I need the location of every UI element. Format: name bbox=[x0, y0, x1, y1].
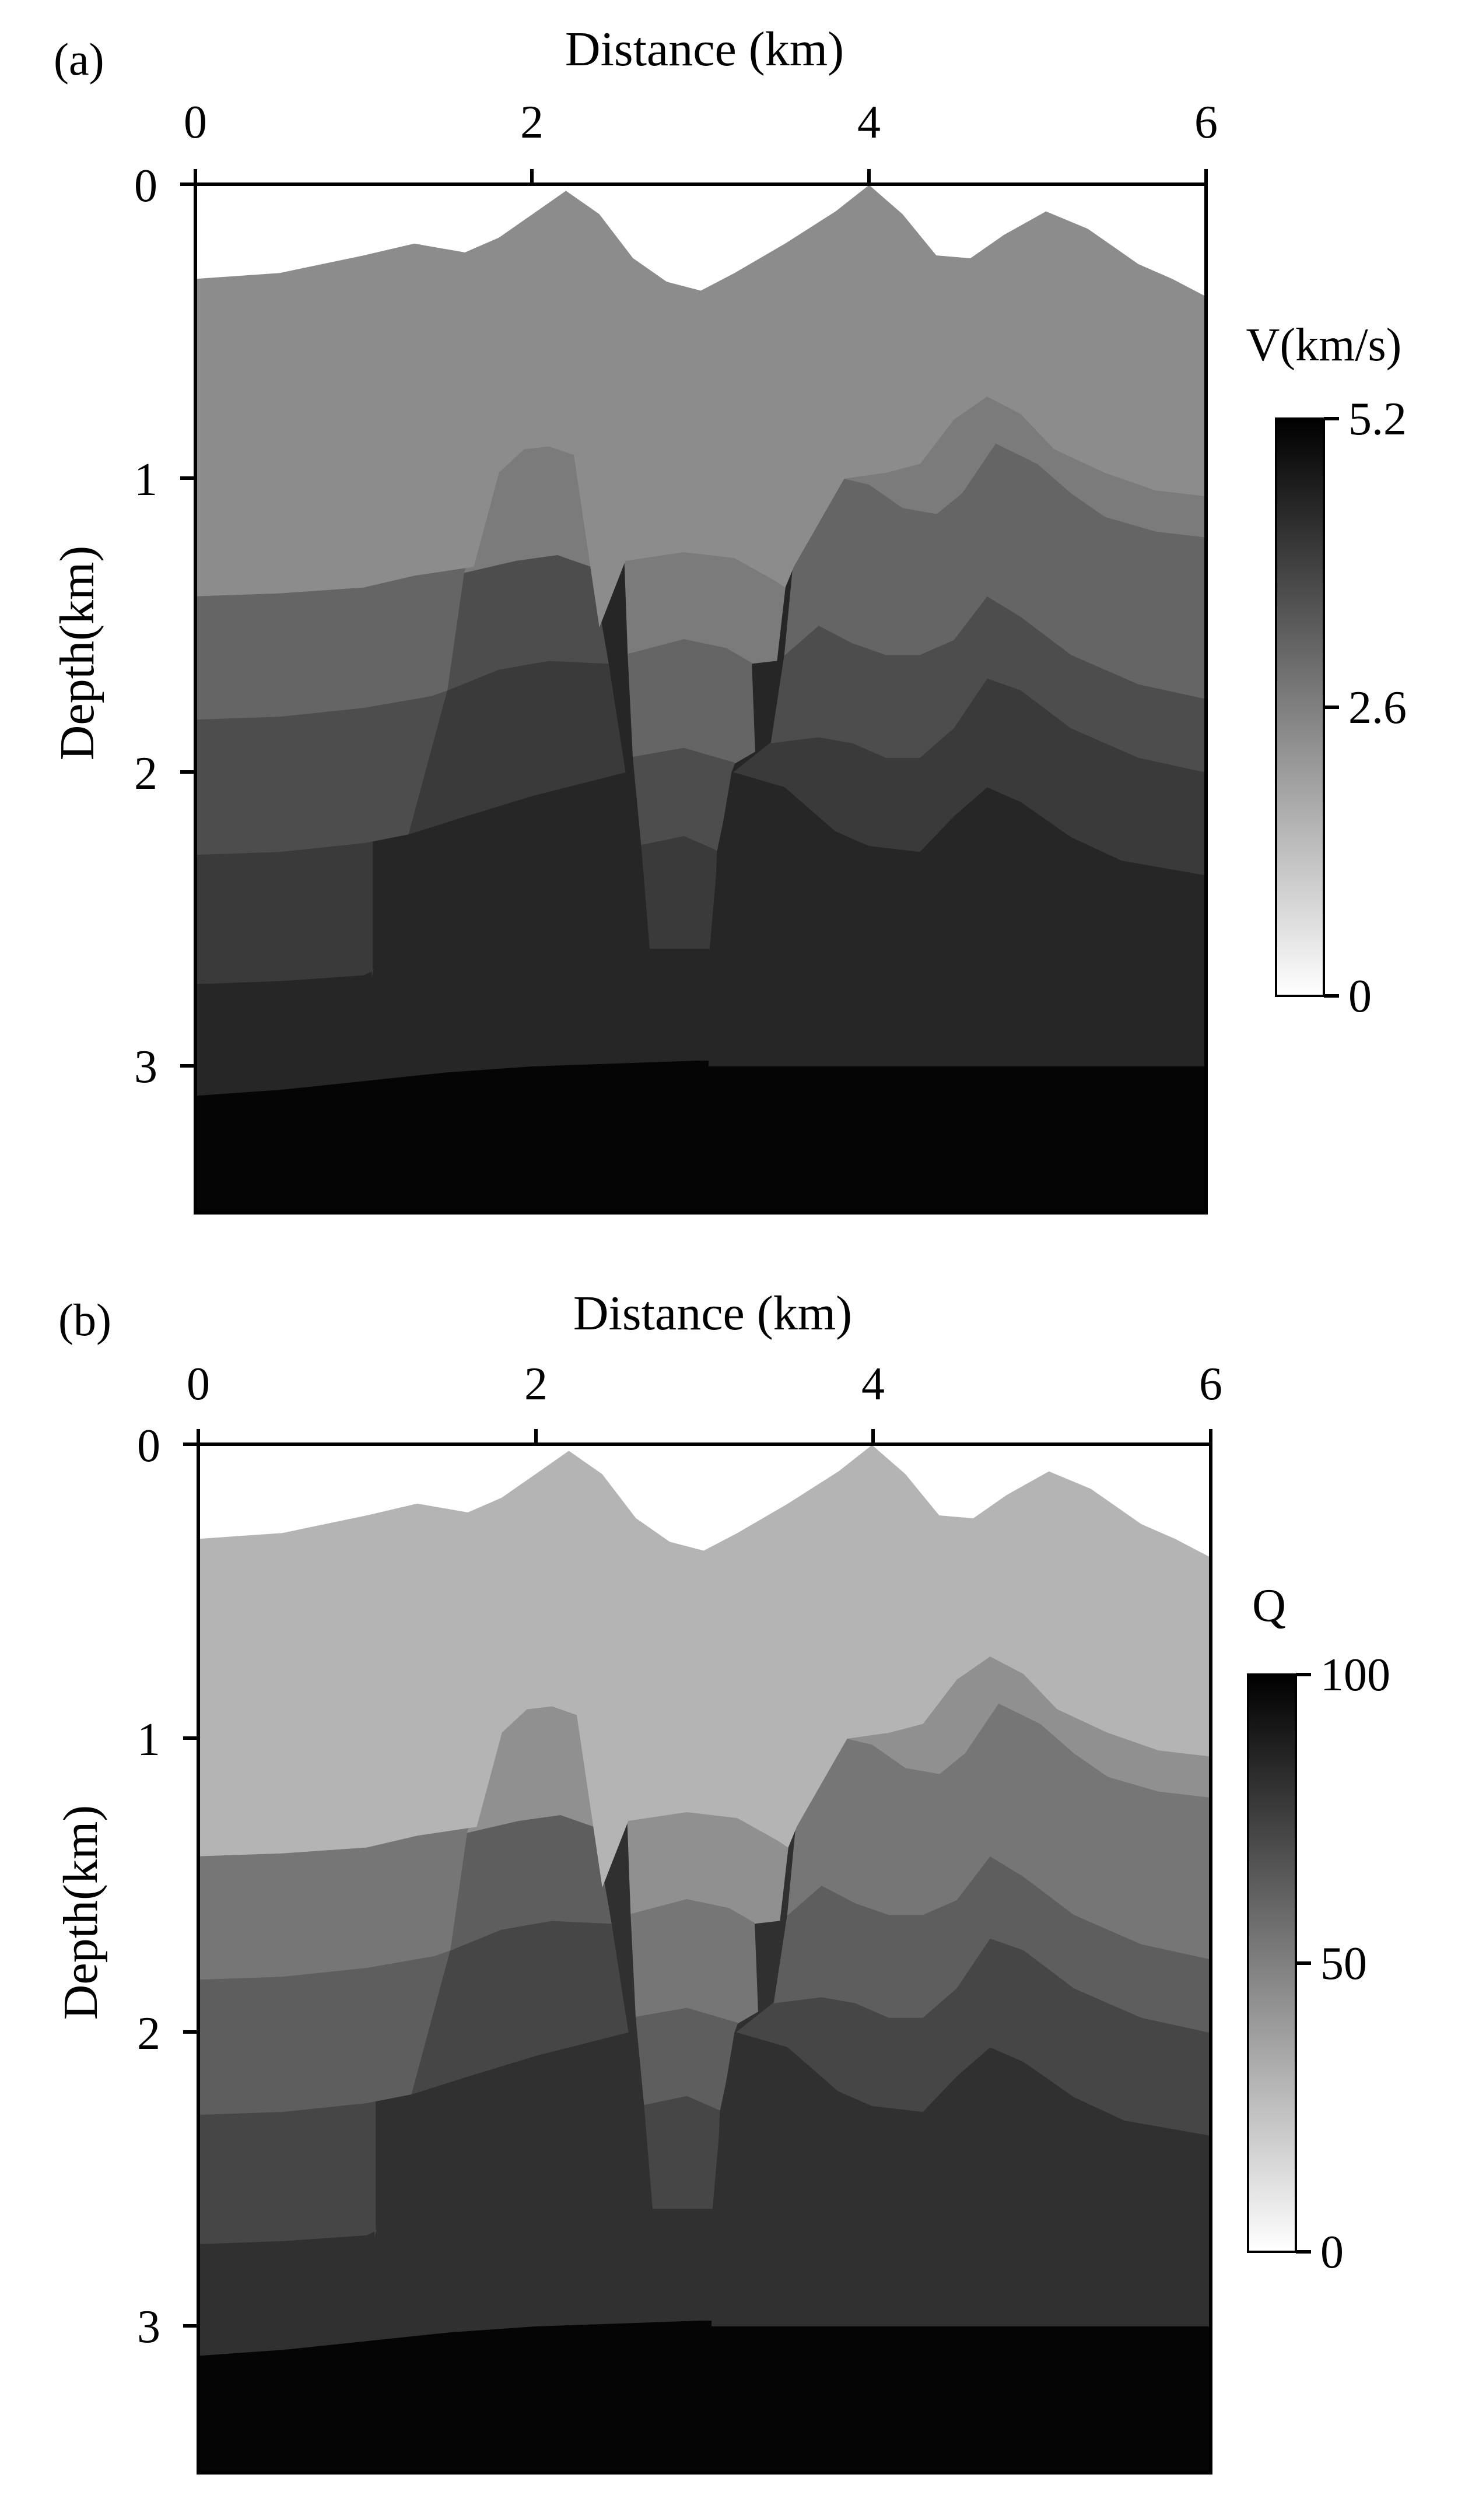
panel-a-colorbar-ticks bbox=[1324, 417, 1339, 998]
panel-b-colorbar-ticks bbox=[1296, 1673, 1311, 2254]
panel-a-xtick-0: 0 bbox=[184, 97, 207, 148]
panel-b-ytick-2: 2 bbox=[137, 2008, 160, 2059]
panel-a-xtick-6: 6 bbox=[1194, 97, 1218, 148]
graben-layer-4 bbox=[632, 747, 735, 852]
panel-a-label: (a) bbox=[54, 34, 104, 85]
panel-a-colorbar-tick-max: 5.2 bbox=[1348, 394, 1407, 445]
panel-b-xtick-0: 0 bbox=[187, 1359, 210, 1410]
panel-a-plot bbox=[195, 183, 1207, 1213]
panel-a-ylabel: Depth(km) bbox=[50, 546, 104, 761]
panel-a-colorbar-title: V(km/s) bbox=[1246, 320, 1402, 371]
panel-b-xtick-2: 2 bbox=[524, 1359, 548, 1410]
panel-b-colorbar-title: Q bbox=[1252, 1580, 1286, 1631]
panel-b-xticks: 0 2 4 6 bbox=[187, 1359, 1222, 1410]
panel-a-ytick-3: 3 bbox=[134, 1041, 157, 1093]
panel-b-ylabel: Depth(km) bbox=[54, 1805, 108, 2020]
panel-b-colorbar bbox=[1247, 1673, 1297, 2253]
panel-b-frame bbox=[197, 1442, 1212, 2475]
panel-a-xtick-2: 2 bbox=[520, 97, 544, 148]
panel-b-plot bbox=[198, 1443, 1210, 2473]
panel-a-colorbar-tick-min: 0 bbox=[1348, 971, 1372, 1022]
panel-b-xtick-4: 4 bbox=[861, 1359, 885, 1410]
graben-layer-5 bbox=[641, 836, 719, 949]
panel-a: (a) Distance (km) 0 2 4 6 0 1 2 3 Depth(… bbox=[50, 22, 1407, 1215]
panel-a-colorbar bbox=[1275, 417, 1325, 997]
panel-a-tickmarks bbox=[180, 169, 1208, 1068]
graben-layer-4 bbox=[635, 2007, 738, 2112]
panel-b: (b) Distance (km) 0 2 4 6 0 1 2 3 Depth(… bbox=[54, 1286, 1390, 2475]
panel-a-ytick-2: 2 bbox=[134, 748, 157, 799]
panel-b-ytick-0: 0 bbox=[137, 1420, 160, 1472]
panel-b-xlabel: Distance (km) bbox=[573, 1286, 852, 1340]
air bbox=[195, 183, 1207, 297]
panel-b-yticks: 0 1 2 3 bbox=[137, 1420, 160, 2353]
panel-a-colorbar-tick-mid: 2.6 bbox=[1348, 682, 1407, 733]
panel-a-ytick-0: 0 bbox=[134, 160, 157, 212]
panel-b-tickmarks bbox=[183, 1429, 1212, 2328]
panel-a-yticks: 0 1 2 3 bbox=[134, 160, 157, 1093]
panel-a-xtick-4: 4 bbox=[857, 97, 881, 148]
panel-b-colorbar-tick-min: 0 bbox=[1320, 2227, 1344, 2278]
graben-layer-3 bbox=[628, 639, 755, 764]
panel-a-xticks: 0 2 4 6 bbox=[184, 97, 1218, 148]
panel-b-ytick-3: 3 bbox=[137, 2301, 160, 2353]
graben-layer-3 bbox=[630, 1899, 758, 2024]
panel-b-colorbar-tick-max: 100 bbox=[1320, 1649, 1390, 1701]
panel-b-xtick-6: 6 bbox=[1199, 1359, 1222, 1410]
panel-b-colorbar-tick-mid: 50 bbox=[1320, 1938, 1367, 1989]
panel-a-ytick-1: 1 bbox=[134, 454, 157, 506]
panel-a-frame bbox=[194, 182, 1208, 1215]
panel-a-xlabel: Distance (km) bbox=[565, 22, 844, 76]
panel-b-ytick-1: 1 bbox=[137, 1714, 160, 1766]
graben-layer-5 bbox=[644, 2096, 721, 2209]
air bbox=[198, 1443, 1210, 1557]
panel-b-label: (b) bbox=[58, 1294, 111, 1345]
